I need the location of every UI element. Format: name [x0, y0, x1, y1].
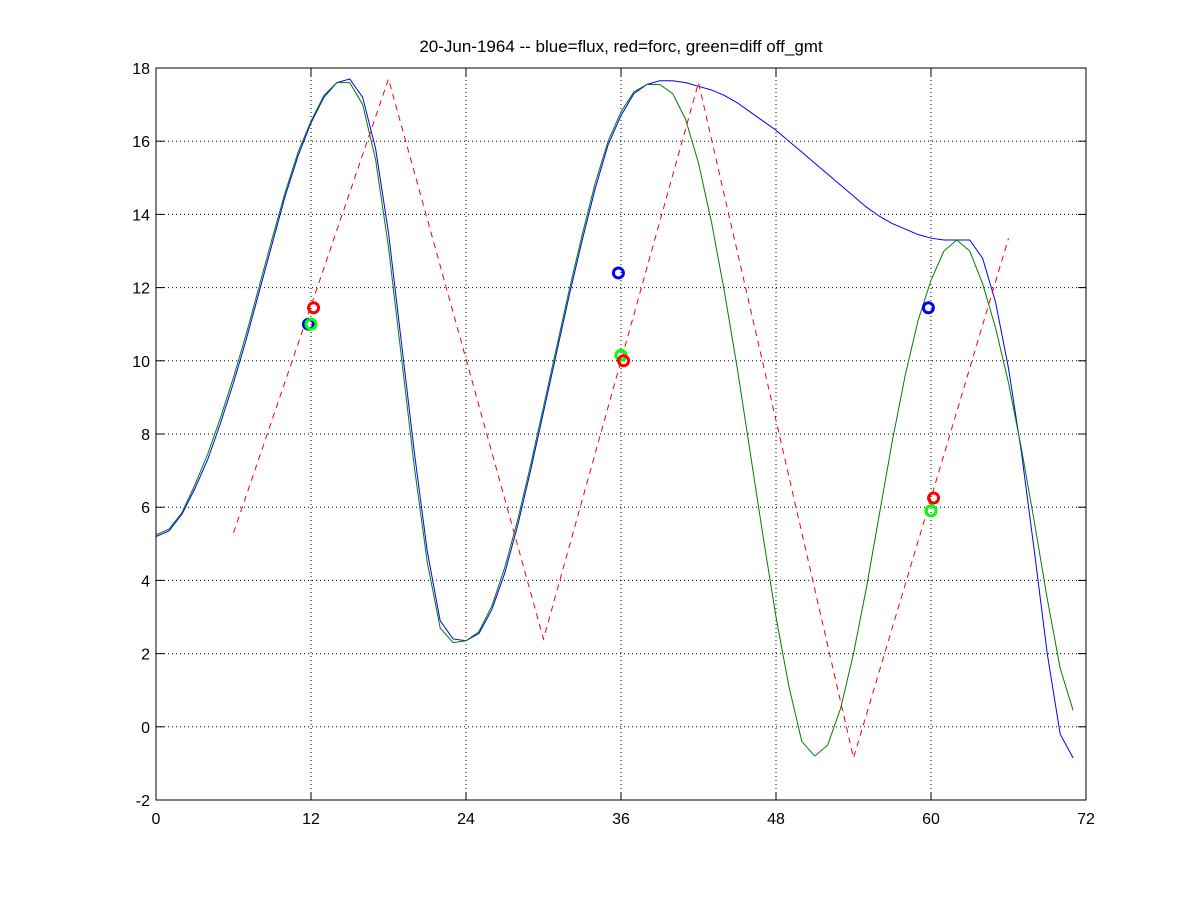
y-tick-label: 8 — [141, 427, 150, 444]
x-tick-label: 0 — [152, 811, 161, 828]
chart-title: 20-Jun-1964 -- blue=flux, red=forc, gree… — [419, 37, 823, 56]
x-tick-label: 48 — [767, 811, 785, 828]
y-tick-label: -2 — [136, 793, 150, 810]
series-line-1 — [155, 82, 1074, 757]
y-tick-label: 10 — [132, 354, 150, 371]
x-tick-label: 36 — [612, 811, 630, 828]
markers-group — [301, 266, 941, 518]
x-tick-label: 24 — [457, 811, 475, 828]
y-tick-label: 6 — [141, 500, 150, 517]
y-tick-label: 4 — [141, 573, 150, 590]
data-marker-7 — [924, 504, 938, 518]
series-line-2 — [233, 77, 1009, 760]
data-marker-2 — [307, 301, 321, 315]
x-tick-label: 12 — [302, 811, 320, 828]
y-tick-label: 2 — [141, 647, 150, 664]
series-line-0 — [155, 78, 1074, 759]
data-marker-1 — [304, 317, 318, 331]
y-tick-label: 18 — [132, 61, 150, 78]
y-tick-label: 12 — [132, 281, 150, 298]
series-group — [155, 77, 1074, 760]
data-marker-5 — [617, 354, 631, 368]
data-marker-3 — [611, 266, 625, 280]
y-tick-label: 14 — [132, 207, 150, 224]
y-tick-label: 16 — [132, 134, 150, 151]
x-tick-label: 72 — [1077, 811, 1095, 828]
x-tick-label: 60 — [922, 811, 940, 828]
data-marker-6 — [921, 301, 935, 315]
data-marker-8 — [927, 491, 941, 505]
y-tick-label: 0 — [141, 720, 150, 737]
